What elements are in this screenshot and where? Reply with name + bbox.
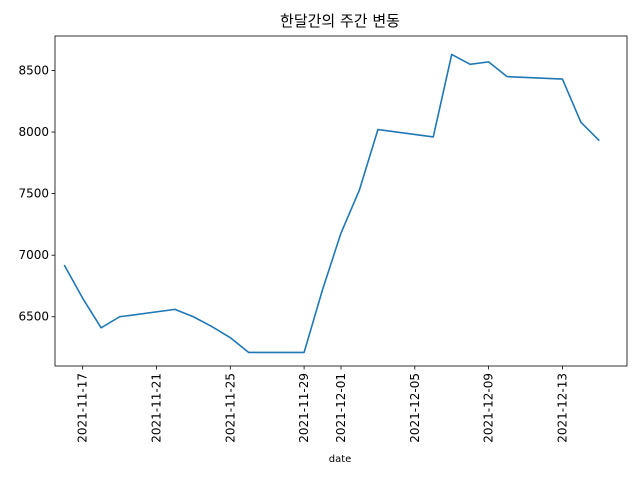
x-tick-label: 2021-11-21 [149,373,163,443]
x-tick-label: 2021-12-01 [334,373,348,443]
y-tick-label: 7000 [18,248,49,262]
x-tick-label: 2021-12-05 [408,373,422,443]
x-axis-label: date [329,454,352,465]
y-tick-label: 7500 [18,187,49,201]
x-tick-label: 2021-12-13 [555,373,569,443]
y-tick-label: 6500 [18,310,49,324]
y-tick-label: 8000 [18,125,49,139]
x-tick-label: 2021-12-09 [482,373,496,443]
chart-title: 한달간의 주간 변동 [280,12,400,30]
plot-area: 6500 7000 7500 8000 8500 2021-11-17 2021-11-21… [18,35,628,443]
y-tick-label: 8500 [18,63,49,77]
x-tick-label: 2021-11-17 [76,373,90,443]
x-tick-label: 2021-11-25 [223,373,237,443]
series-line-0 [63,53,600,354]
x-tick-label: 2021-11-29 [297,373,311,443]
